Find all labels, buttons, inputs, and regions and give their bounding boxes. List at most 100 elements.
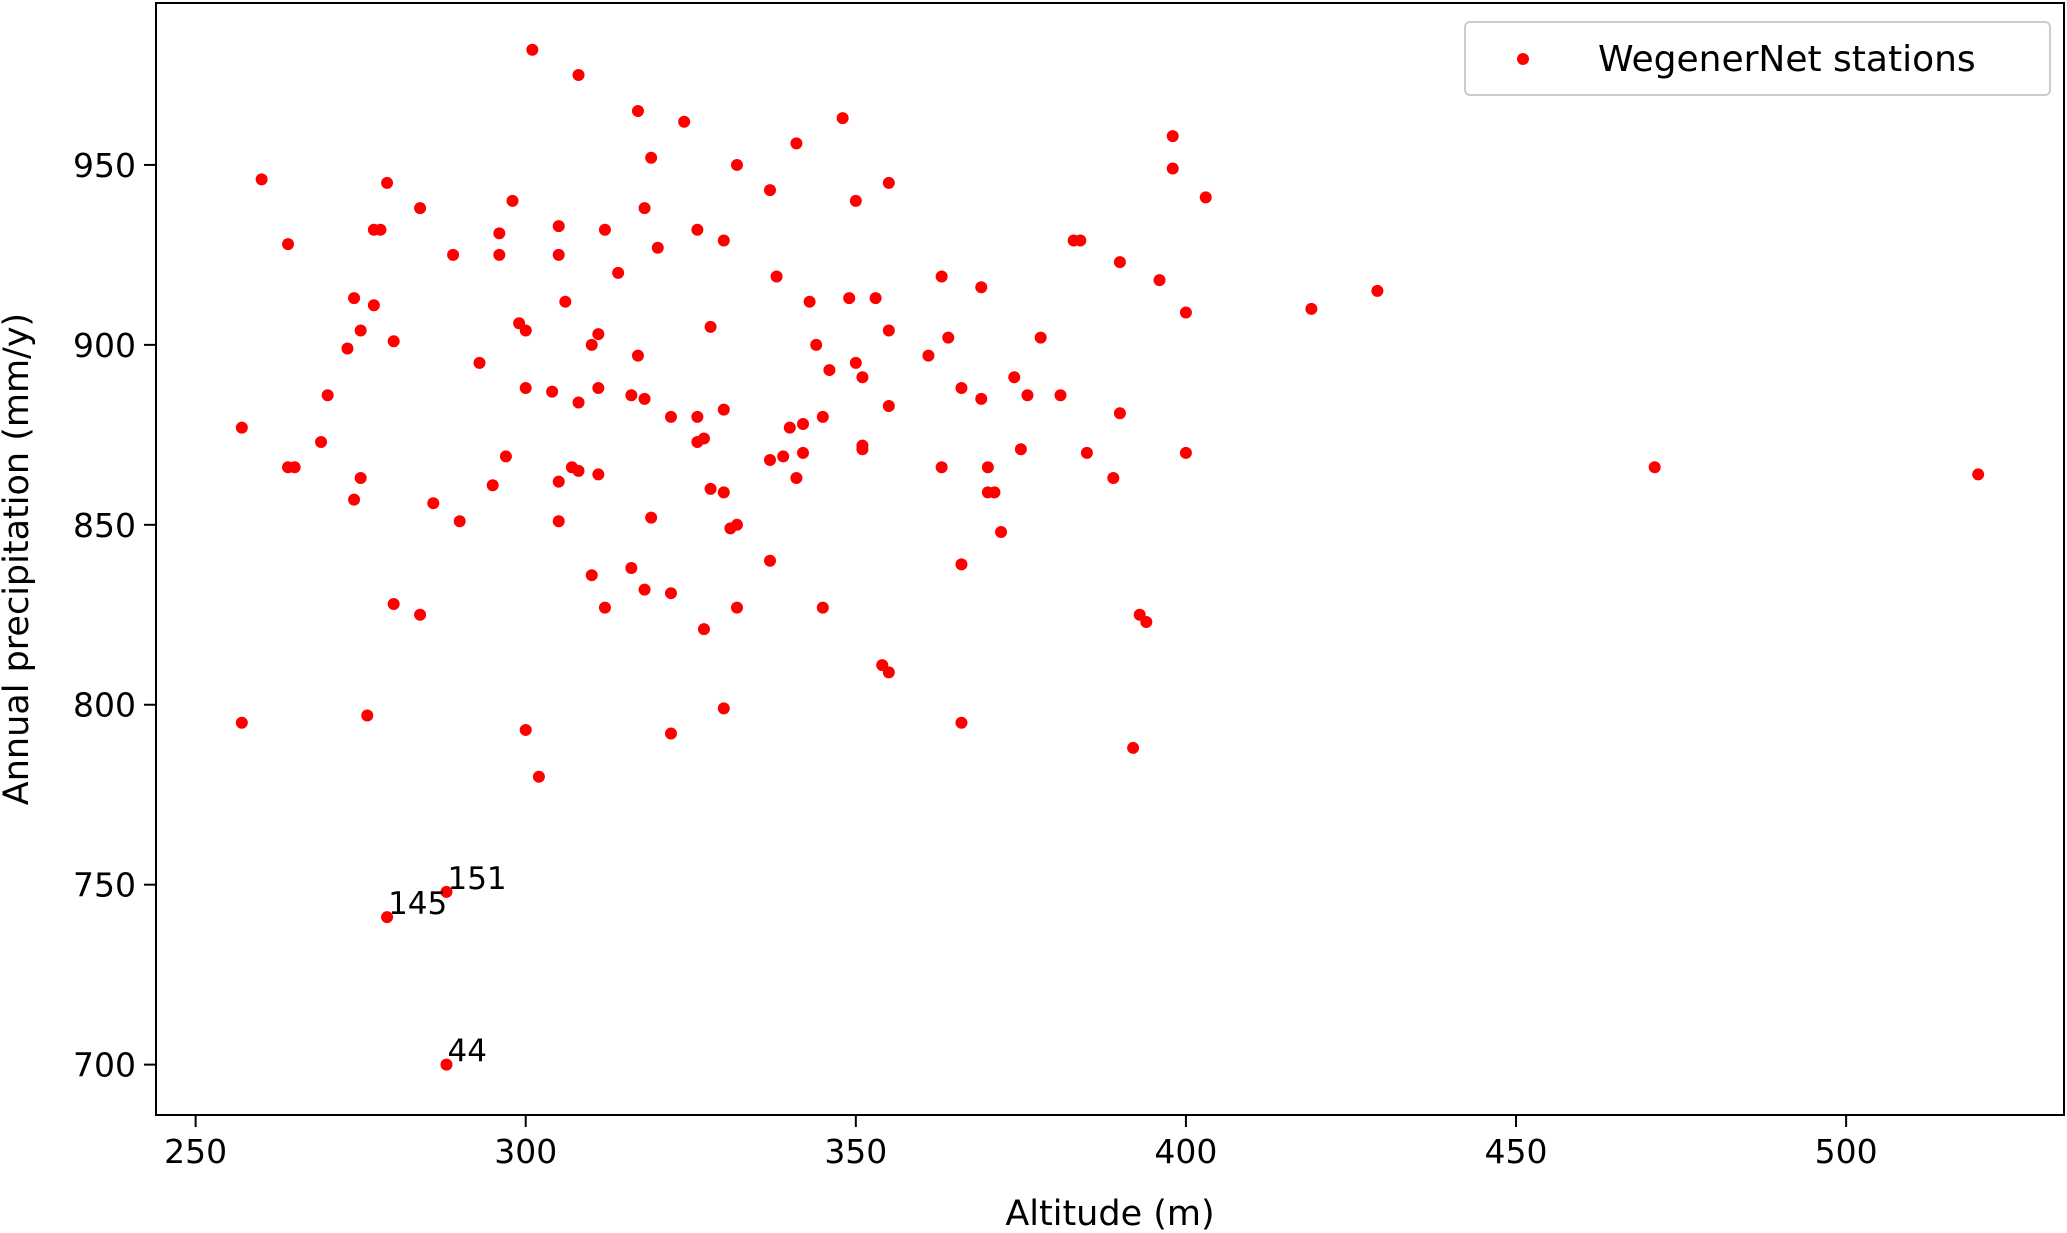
data-point: [387, 335, 400, 348]
data-point: [645, 151, 658, 164]
data-point: [763, 454, 776, 467]
data-point: [1140, 615, 1153, 628]
data-point: [235, 421, 248, 434]
data-point: [612, 266, 625, 279]
point-annotation: 151: [447, 861, 506, 897]
data-point: [856, 443, 869, 456]
data-point: [704, 320, 717, 333]
data-point: [797, 418, 810, 431]
y-tick-label: 950: [73, 146, 136, 185]
y-tick-label: 850: [73, 506, 136, 545]
data-point: [532, 770, 545, 783]
data-point: [1199, 191, 1212, 204]
data-point: [499, 450, 512, 463]
data-points: [235, 43, 1985, 1071]
data-point: [631, 349, 644, 362]
data-point: [414, 608, 427, 621]
data-point: [552, 475, 565, 488]
data-point: [585, 569, 598, 582]
data-point: [975, 281, 988, 294]
data-point: [519, 324, 532, 337]
data-point: [493, 227, 506, 240]
data-point: [572, 396, 585, 409]
data-point: [427, 497, 440, 510]
data-point: [453, 515, 466, 528]
data-point: [1080, 446, 1093, 459]
data-point: [664, 727, 677, 740]
y-tick-label: 800: [73, 686, 136, 725]
data-point: [836, 112, 849, 125]
data-point: [354, 472, 367, 485]
data-point: [790, 472, 803, 485]
data-point: [519, 723, 532, 736]
data-point: [823, 364, 836, 377]
data-point: [387, 597, 400, 610]
x-tick-label: 250: [164, 1132, 227, 1171]
x-axis-ticks: 250 300 350 400 450 500: [164, 1115, 1878, 1171]
data-point: [763, 184, 776, 197]
data-point: [367, 299, 380, 312]
data-point: [1008, 371, 1021, 384]
data-point: [816, 410, 829, 423]
data-point: [717, 403, 730, 416]
data-point: [526, 43, 539, 56]
data-point: [440, 1058, 453, 1071]
data-point: [592, 328, 605, 341]
data-point: [1166, 130, 1179, 143]
legend-frame: [1464, 21, 2051, 96]
data-point: [592, 468, 605, 481]
data-point: [1371, 284, 1384, 297]
data-point: [790, 137, 803, 150]
data-point: [440, 885, 453, 898]
data-point: [717, 234, 730, 247]
data-point: [255, 173, 268, 186]
data-point: [777, 450, 790, 463]
data-point: [552, 220, 565, 233]
data-point: [447, 248, 460, 261]
data-point: [321, 389, 334, 402]
data-point: [486, 479, 499, 492]
data-point: [638, 202, 651, 215]
data-point: [374, 223, 387, 236]
data-point: [631, 104, 644, 117]
data-point: [704, 482, 717, 495]
y-tick-label: 900: [73, 326, 136, 365]
data-point: [763, 554, 776, 567]
y-axis-ticks: 700 750 800 850 900 950: [73, 146, 156, 1085]
data-point: [414, 202, 427, 215]
x-axis-label: Altitude (m): [1005, 1194, 1214, 1233]
data-point: [473, 356, 486, 369]
data-point: [546, 385, 559, 398]
data-point: [856, 371, 869, 384]
data-point: [645, 511, 658, 524]
data-point: [585, 338, 598, 351]
data-point: [315, 436, 328, 449]
y-tick-label: 700: [73, 1046, 136, 1085]
data-point: [664, 410, 677, 423]
legend-label: WegenerNet stations: [1598, 39, 1976, 80]
data-point: [348, 292, 361, 305]
data-point: [348, 493, 361, 506]
data-point: [942, 331, 955, 344]
data-point: [797, 446, 810, 459]
data-point: [572, 68, 585, 81]
data-point: [981, 461, 994, 474]
data-point: [803, 295, 816, 308]
data-point: [730, 601, 743, 614]
data-point: [1179, 446, 1192, 459]
data-point: [1113, 256, 1126, 269]
data-point: [552, 515, 565, 528]
data-point: [235, 716, 248, 729]
data-point: [519, 382, 532, 395]
data-point: [506, 194, 519, 207]
data-point: [882, 324, 895, 337]
point-annotation: 44: [447, 1034, 486, 1070]
data-point: [717, 702, 730, 715]
data-point: [770, 270, 783, 283]
data-point: [955, 382, 968, 395]
data-point: [361, 709, 374, 722]
data-point: [1074, 234, 1087, 247]
data-point: [1153, 274, 1166, 287]
